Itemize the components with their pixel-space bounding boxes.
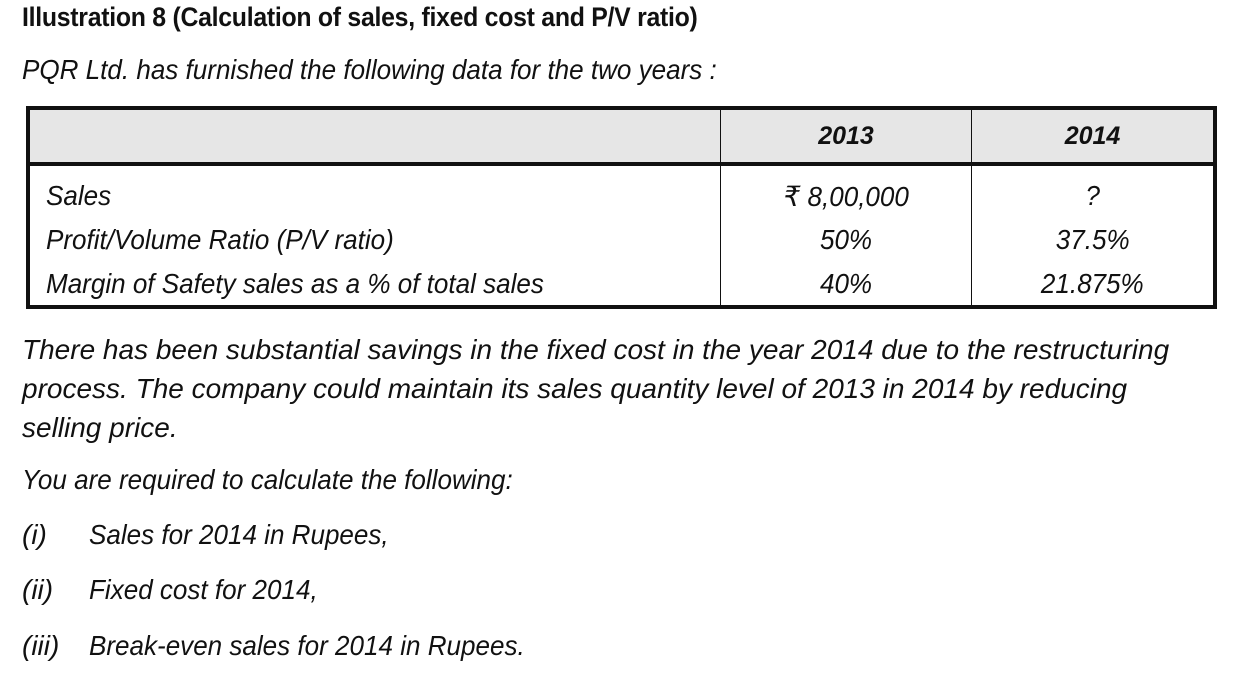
paragraph-line-3: selling price. xyxy=(22,412,178,443)
paragraph-line-1: There has been substantial savings in th… xyxy=(22,334,1170,365)
list-item-text: Break-even sales for 2014 in Rupees. xyxy=(89,630,525,661)
data-table: 2013 2014 Sales ₹ 8,00,000 ? Profit/Volu… xyxy=(26,106,1217,309)
table-header-row: 2013 2014 xyxy=(30,110,1213,166)
row-label-pv-ratio: Profit/Volume Ratio (P/V ratio) xyxy=(46,224,394,255)
table-row: Margin of Safety sales as a % of total s… xyxy=(30,262,1213,306)
header-label-cell xyxy=(30,110,721,166)
row-label-margin-of-safety: Margin of Safety sales as a % of total s… xyxy=(46,268,544,299)
margin-of-safety-2014: 21.875% xyxy=(1041,268,1144,299)
list-item-number: (ii) xyxy=(22,574,54,605)
sales-2013: ₹ 8,00,000 xyxy=(783,180,909,212)
sales-2014: ? xyxy=(1085,180,1100,211)
list-item-text: Sales for 2014 in Rupees, xyxy=(89,519,389,550)
table-row: Sales ₹ 8,00,000 ? xyxy=(30,164,1213,218)
intro-text: PQR Ltd. has furnished the following dat… xyxy=(22,54,717,85)
pv-ratio-2014: 37.5% xyxy=(1055,224,1130,255)
row-label-sales: Sales xyxy=(46,180,112,211)
table-row: Profit/Volume Ratio (P/V ratio) 50% 37.5… xyxy=(30,218,1213,262)
header-2014: 2014 xyxy=(971,110,1213,166)
requirement-text: You are required to calculate the follow… xyxy=(22,464,513,495)
pv-ratio-2013: 50% xyxy=(819,224,873,255)
list-item-number: (i) xyxy=(22,519,47,550)
header-2013: 2013 xyxy=(720,110,972,166)
illustration-title: Illustration 8 (Calculation of sales, fi… xyxy=(22,2,698,32)
margin-of-safety-2013: 40% xyxy=(819,268,873,299)
list-item-number: (iii) xyxy=(22,630,60,661)
paragraph-line-2: process. The company could maintain its … xyxy=(22,373,1128,404)
list-item-text: Fixed cost for 2014, xyxy=(89,574,318,605)
description-paragraph: There has been substantial savings in th… xyxy=(22,330,1232,447)
